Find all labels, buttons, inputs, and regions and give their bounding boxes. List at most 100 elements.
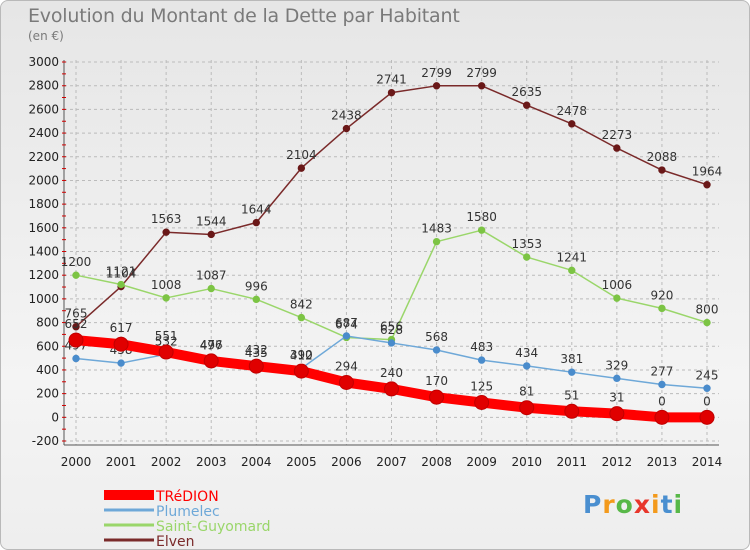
data-point (477, 82, 486, 90)
y-tick-label: 2400 (28, 126, 59, 140)
data-point (252, 295, 260, 304)
data-label: 842 (290, 298, 313, 312)
data-point (432, 82, 441, 90)
data-label: 1008 (151, 278, 182, 292)
logo-letter: o (615, 490, 634, 519)
data-point (342, 124, 351, 133)
data-label: 687 (335, 316, 358, 330)
data-point (203, 353, 219, 369)
data-label: 652 (65, 317, 88, 331)
data-label: 435 (245, 346, 268, 360)
logo-letter: i (651, 490, 661, 519)
data-label: 656 (380, 320, 403, 334)
y-tick-label: 0 (51, 410, 59, 424)
data-point (609, 406, 625, 422)
data-point (613, 374, 621, 383)
data-label: 31 (609, 391, 624, 405)
data-label: 1563 (151, 212, 182, 226)
data-point (207, 284, 215, 293)
y-tick-label: 1200 (28, 268, 59, 282)
data-label: 1200 (61, 255, 92, 269)
data-label: 551 (155, 329, 178, 343)
x-tick-label: 2001 (106, 455, 137, 469)
x-tick-label: 2007 (376, 455, 407, 469)
data-point (703, 384, 711, 392)
data-label: 240 (380, 366, 403, 380)
data-point (158, 344, 174, 360)
data-label: 0 (703, 394, 711, 408)
data-label: 0 (658, 394, 666, 408)
series-saint-guyomard: 1200 1121 1008 1087 996 842 674 656 1483 1580 1353… (61, 210, 718, 344)
data-label: 1104 (106, 267, 137, 281)
chart-subtitle: (en €) (28, 29, 64, 43)
data-point (568, 368, 576, 376)
data-point (658, 304, 666, 313)
data-label: 532 (155, 334, 178, 348)
data-label: 381 (560, 352, 583, 366)
data-label: 497 (200, 338, 223, 352)
logo-letter: r (602, 490, 616, 519)
x-tick-label: 2003 (196, 455, 227, 469)
data-point (429, 389, 445, 405)
data-label: 125 (470, 380, 493, 394)
data-label: 765 (65, 307, 88, 321)
logo-letter: i (673, 490, 684, 519)
data-point (117, 280, 125, 289)
data-label: 476 (200, 338, 223, 352)
data-point (613, 294, 621, 302)
x-tick-label: 2010 (511, 455, 542, 469)
data-point (297, 313, 306, 322)
data-point (162, 294, 170, 302)
data-point (384, 381, 399, 397)
logo-letter: x (633, 490, 651, 519)
data-point (432, 237, 441, 246)
y-tick-label: 3000 (28, 55, 59, 69)
data-point (113, 336, 129, 352)
data-point (432, 346, 441, 354)
x-tick-label: 2000 (61, 455, 92, 469)
data-point (293, 363, 309, 379)
data-label: 2799 (421, 66, 452, 80)
data-point (474, 395, 490, 411)
x-tick-label: 2014 (692, 455, 723, 469)
data-point (613, 144, 621, 152)
y-tick-label: 1000 (28, 292, 59, 306)
data-point (117, 359, 125, 367)
data-label: 51 (564, 388, 579, 402)
data-label: 1006 (602, 278, 633, 292)
data-point (703, 181, 711, 189)
data-point (568, 266, 576, 275)
legend-label: Elven (156, 534, 195, 549)
x-tick-label: 2009 (466, 455, 497, 469)
data-point (68, 332, 84, 348)
y-tick-label: 800 (36, 316, 59, 330)
data-label: 996 (245, 279, 268, 293)
data-label: 1483 (421, 222, 452, 236)
data-label: 2799 (466, 66, 497, 80)
y-tick-label: 2000 (28, 173, 59, 187)
data-label: 81 (519, 385, 534, 399)
data-label: 277 (650, 365, 673, 379)
data-point (703, 318, 711, 327)
data-label: 1353 (511, 237, 542, 251)
y-tick-label: 600 (36, 339, 59, 353)
y-tick-label: -200 (32, 434, 59, 448)
x-tick-label: 2005 (286, 455, 317, 469)
data-point (654, 409, 670, 425)
data-label: 434 (515, 346, 538, 360)
data-label: 170 (425, 374, 448, 388)
data-point (387, 88, 396, 97)
data-label: 617 (110, 321, 133, 335)
x-tick-label: 2008 (421, 455, 452, 469)
data-point (72, 271, 80, 279)
y-tick-label: 400 (36, 363, 59, 377)
x-tick-label: 2004 (241, 455, 272, 469)
x-tick-label: 2002 (151, 455, 182, 469)
x-tick-label: 2013 (647, 455, 678, 469)
data-point (658, 380, 666, 389)
chart-title: Evolution du Montant de la Dette par Hab… (28, 5, 460, 27)
data-point (568, 120, 576, 128)
data-label: 2088 (647, 150, 678, 164)
